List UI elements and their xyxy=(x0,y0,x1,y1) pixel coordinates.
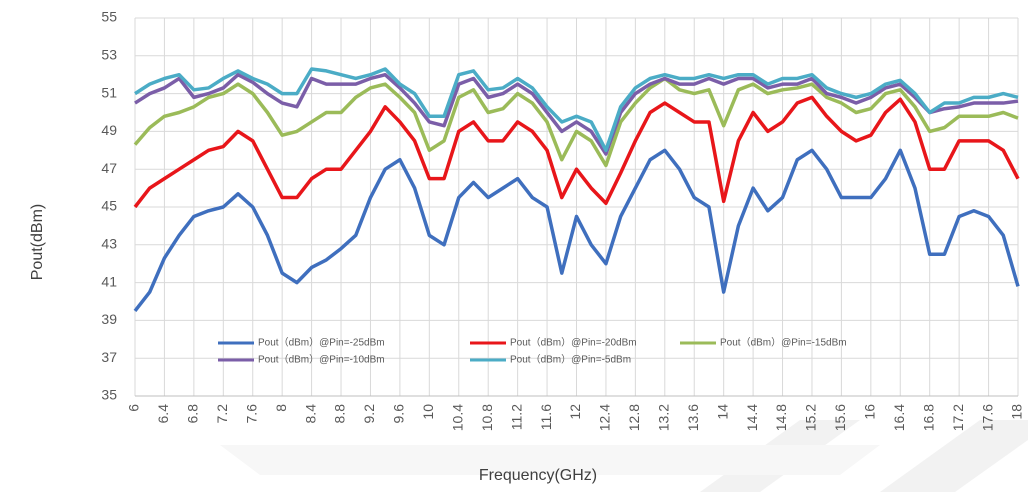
x-tick-label: 16 xyxy=(862,404,878,420)
background-shape xyxy=(880,420,1028,492)
series-line xyxy=(133,95,1020,209)
x-tick-label: 17.6 xyxy=(979,404,995,431)
legend-label: Pout（dBm）@Pin=-10dBm xyxy=(258,354,385,366)
x-tick-label: 8 xyxy=(273,404,289,412)
x-tick-label: 13.2 xyxy=(656,404,672,431)
y-tick-label: 51 xyxy=(101,84,117,100)
x-tick-label: 11.2 xyxy=(508,404,524,430)
x-tick-label: 7.6 xyxy=(243,404,259,424)
series-line xyxy=(133,148,1020,313)
x-tick-label: 10 xyxy=(420,404,436,420)
x-tick-label: 6.8 xyxy=(185,404,201,424)
y-tick-label: 37 xyxy=(101,349,117,365)
y-tick-label: 35 xyxy=(101,387,117,403)
x-tick-label: 10.4 xyxy=(449,404,465,431)
legend-label: Pout（dBm）@Pin=-20dBm xyxy=(510,337,637,349)
x-tick-label: 15.6 xyxy=(832,404,848,431)
series-line xyxy=(133,76,1019,168)
x-tick-label: 7.2 xyxy=(214,404,230,424)
x-tick-label: 12.4 xyxy=(597,404,613,431)
x-tick-label: 13.6 xyxy=(685,404,701,431)
x-tick-label: 8.8 xyxy=(332,404,348,424)
x-tick-label: 12 xyxy=(567,404,583,420)
x-tick-label: 18 xyxy=(1009,404,1025,420)
y-tick-label: 47 xyxy=(101,160,117,176)
x-tick-label: 9.2 xyxy=(361,404,377,424)
x-tick-label: 6.4 xyxy=(155,404,171,424)
y-tick-label: 49 xyxy=(101,122,117,138)
series-line xyxy=(134,67,1019,153)
x-tick-label: 11.6 xyxy=(538,404,554,430)
y-tick-label: 45 xyxy=(101,198,117,214)
legend-label: Pout（dBm）@Pin=-5dBm xyxy=(510,354,631,366)
background-band xyxy=(220,445,880,475)
x-tick-label: 8.4 xyxy=(302,404,318,424)
x-tick-label: 14.8 xyxy=(773,404,789,431)
y-tick-label: 55 xyxy=(101,9,117,25)
y-tick-label: 53 xyxy=(101,47,117,63)
x-tick-label: 14.4 xyxy=(744,404,760,431)
x-tick-label: 10.8 xyxy=(479,404,495,431)
y-tick-label: 41 xyxy=(101,273,117,289)
y-tick-label: 39 xyxy=(101,311,117,327)
x-tick-label: 12.8 xyxy=(626,404,642,431)
y-axis-title: Pout(dBm) xyxy=(29,204,46,280)
series-line xyxy=(134,72,1019,156)
x-tick-label: 16.8 xyxy=(920,404,936,431)
x-tick-label: 14 xyxy=(714,404,730,420)
x-tick-label: 16.4 xyxy=(891,404,907,431)
legend-label: Pout（dBm）@Pin=-15dBm xyxy=(720,337,847,349)
x-tick-label: 17.2 xyxy=(950,404,966,431)
x-axis-title: Frequency(GHz) xyxy=(479,467,597,484)
legend-label: Pout（dBm）@Pin=-25dBm xyxy=(258,337,385,349)
y-tick-label: 43 xyxy=(101,236,117,252)
x-tick-label: 6 xyxy=(126,404,142,412)
x-tick-label: 9.6 xyxy=(391,404,407,424)
x-tick-label: 15.2 xyxy=(803,404,819,431)
